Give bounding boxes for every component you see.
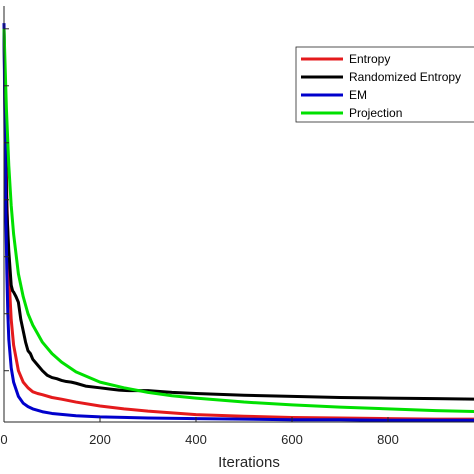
x-tick-label: 200 [89, 432, 111, 447]
legend-label: Projection [349, 106, 402, 120]
x-axis-label: Iterations [218, 454, 280, 471]
legend: Entropy Randomized Entropy EM Projection [295, 46, 474, 123]
series-line-em [2, 23, 474, 422]
x-tick-label: 0 [0, 432, 7, 447]
y-axis-ticks [4, 28, 9, 372]
x-tick-label: 800 [377, 432, 399, 447]
series-line-randomized-entropy [2, 28, 474, 401]
legend-label: Randomized Entropy [349, 70, 461, 84]
legend-items: Entropy Randomized Entropy EM Projection [301, 52, 461, 120]
x-tick-label: 600 [281, 432, 303, 447]
legend-label: EM [349, 88, 367, 102]
x-axis-ticks: 0 200 400 600 800 [0, 417, 399, 447]
x-tick-label: 400 [185, 432, 207, 447]
series-line-projection [2, 28, 474, 414]
legend-label: Entropy [349, 52, 390, 66]
